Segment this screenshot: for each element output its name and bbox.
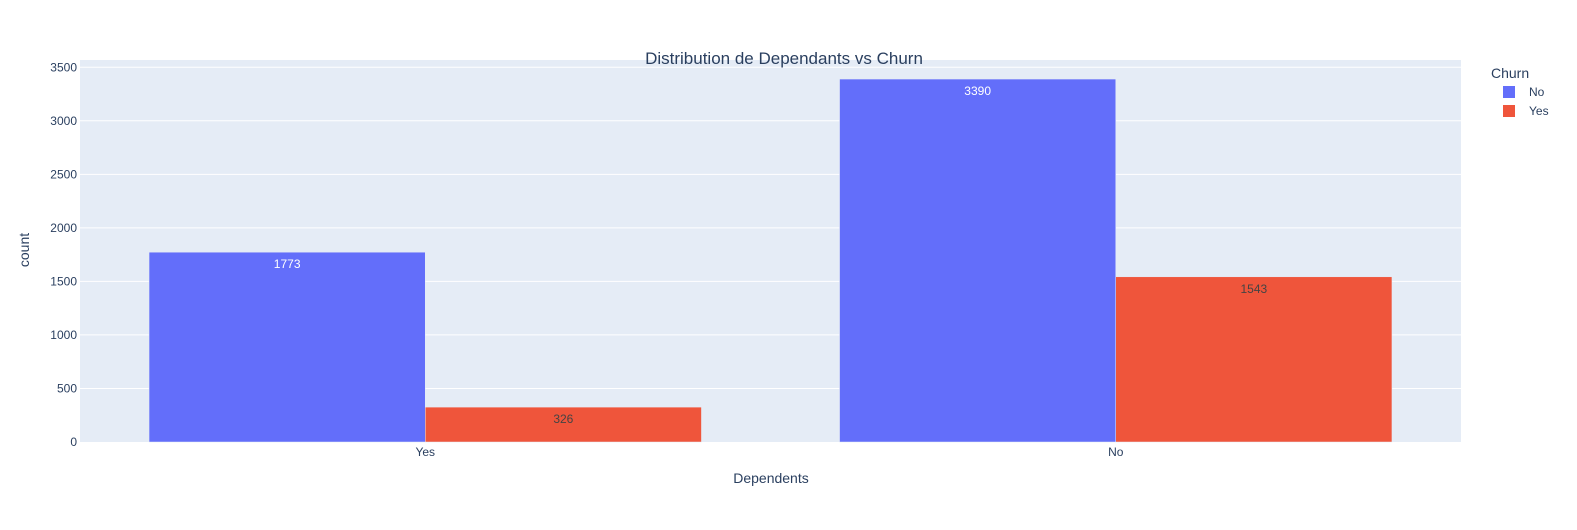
bars — [148, 78, 1393, 443]
y-tick-label: 2000 — [50, 221, 77, 235]
legend-item-yes[interactable]: Yes — [1503, 104, 1549, 118]
bar-value-label: 1543 — [1240, 282, 1267, 296]
bar-value-label: 1773 — [274, 257, 301, 271]
x-tick-label: Yes — [415, 445, 435, 459]
legend-swatch — [1503, 105, 1515, 117]
legend: Churn No Yes — [1491, 65, 1549, 118]
x-axis-title: Dependents — [733, 470, 809, 486]
bar-value-label: 326 — [553, 412, 573, 426]
y-tick-label: 0 — [70, 435, 77, 449]
y-tick-label: 3500 — [50, 60, 77, 74]
y-tick-label: 2500 — [50, 167, 77, 181]
legend-swatch — [1503, 86, 1515, 98]
bar-no-no[interactable] — [839, 78, 1116, 443]
legend-label: Yes — [1529, 104, 1549, 118]
x-tick-label: No — [1108, 445, 1124, 459]
bar-no-yes[interactable] — [148, 251, 426, 443]
y-tick-label: 500 — [57, 381, 77, 395]
chart-title: Distribution de Dependants vs Churn — [645, 49, 923, 68]
bar-value-label: 3390 — [964, 84, 991, 98]
legend-item-no[interactable]: No — [1503, 85, 1545, 99]
y-tick-label: 1500 — [50, 274, 77, 288]
y-tick-label: 3000 — [50, 114, 77, 128]
bar-labels: 1773 326 3390 1543 — [274, 84, 1268, 426]
legend-label: No — [1529, 85, 1545, 99]
y-axis-ticks: 0 500 1000 1500 2000 2500 3000 3500 — [50, 60, 77, 449]
bar-yes-no[interactable] — [1115, 276, 1393, 443]
y-tick-label: 1000 — [50, 328, 77, 342]
y-axis-title: count — [16, 233, 32, 267]
legend-title: Churn — [1491, 65, 1529, 81]
x-axis-ticks: Yes No — [415, 445, 1123, 459]
bar-yes-yes[interactable] — [425, 406, 702, 443]
legend-items: No Yes — [1503, 85, 1549, 118]
